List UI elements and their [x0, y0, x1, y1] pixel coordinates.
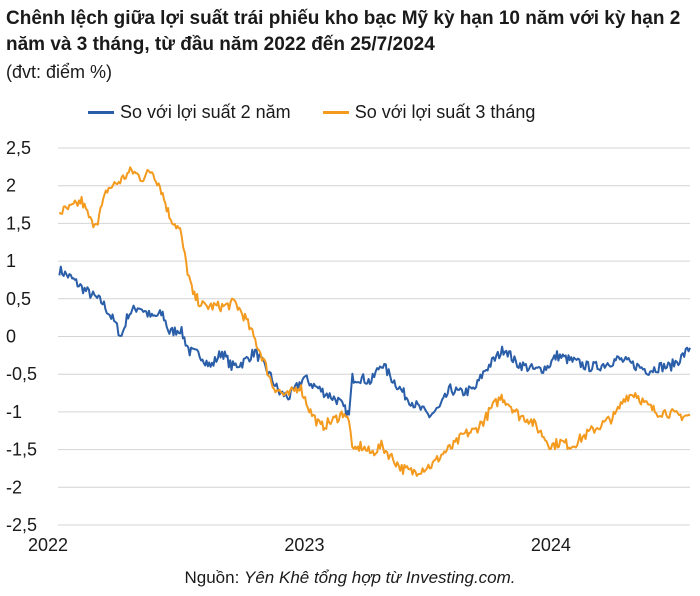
y-tick-label: 0	[6, 327, 16, 347]
gridlines	[58, 147, 690, 526]
chart-subtitle: (đvt: điểm %)	[6, 62, 113, 82]
series-lines	[58, 166, 691, 477]
y-tick-label: -2,5	[6, 515, 37, 535]
chart-title: Chênh lệch giữa lợi suất trái phiếu kho …	[6, 8, 681, 55]
series-line-2y	[58, 265, 691, 419]
legend: So với lợi suất 2 năm So với lợi suất 3 …	[88, 100, 567, 124]
legend-label-3m: So với lợi suất 3 tháng	[354, 101, 536, 122]
x-tick-label: 2023	[284, 535, 324, 555]
source-text: Yên Khê tổng hợp từ Investing.com.	[244, 568, 516, 587]
legend-swatch-2y	[88, 110, 114, 114]
legend-label-2y: So với lợi suất 2 năm	[120, 101, 291, 122]
source-note: Nguồn: Yên Khê tổng hợp từ Investing.com…	[0, 568, 700, 588]
y-tick-label: -1,5	[6, 440, 37, 460]
x-tick-label: 2024	[531, 535, 571, 555]
y-tick-label: 1	[6, 251, 16, 271]
y-axis-ticks: 2,5 2 1,5 1 0,5 0 -0,5 -1 -1,5 -2 -2,5	[6, 138, 37, 535]
series-line-3m	[58, 166, 691, 477]
x-axis-ticks: 2022 2023 2024	[28, 535, 571, 555]
y-tick-label: 0,5	[6, 289, 31, 309]
y-tick-label: -0,5	[6, 364, 37, 384]
y-tick-label: 1,5	[6, 213, 31, 233]
legend-item-2y: So với lợi suất 2 năm	[88, 102, 291, 123]
x-tick-label: 2022	[28, 535, 68, 555]
legend-swatch-3m	[322, 110, 349, 114]
y-tick-label: -2	[6, 477, 22, 497]
source-label: Nguồn:	[184, 568, 245, 587]
y-tick-label: 2	[6, 176, 16, 196]
legend-item-3m: So với lợi suất 3 tháng	[322, 101, 536, 123]
y-tick-label: 2,5	[6, 138, 31, 158]
y-tick-label: -1	[6, 402, 22, 422]
